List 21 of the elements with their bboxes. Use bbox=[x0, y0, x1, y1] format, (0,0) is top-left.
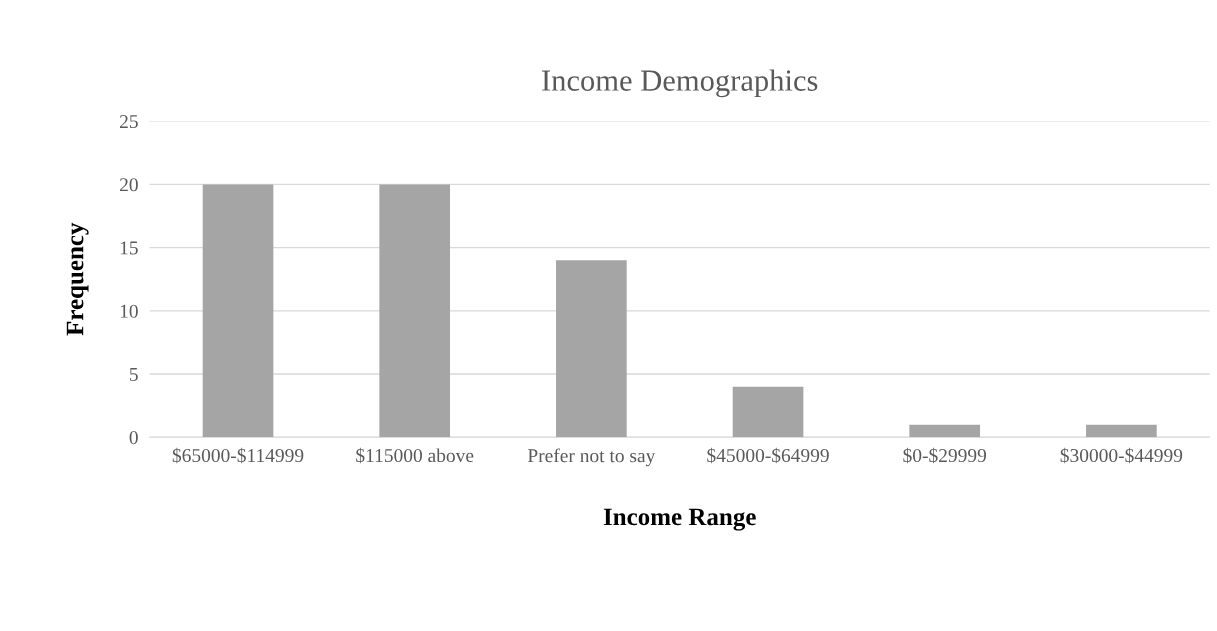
bar bbox=[909, 424, 981, 438]
y-tick-label: 20 bbox=[119, 178, 138, 192]
chart-title: Income Demographics bbox=[542, 69, 818, 98]
bar bbox=[732, 386, 804, 438]
bar bbox=[556, 260, 627, 438]
y-axis-title: Frequency bbox=[66, 222, 89, 336]
y-tick-label: 10 bbox=[120, 304, 138, 318]
y-tick-label: 15 bbox=[120, 241, 138, 255]
y-tick-label: 5 bbox=[129, 368, 138, 381]
x-tick-label: Prefer not to say bbox=[527, 448, 656, 467]
x-tick-label: $65000-$114999 bbox=[172, 447, 304, 464]
x-tick-label: $45000-$64999 bbox=[707, 447, 829, 464]
x-axis-title: Income Range bbox=[603, 508, 756, 531]
y-tick-label: 0 bbox=[129, 431, 138, 445]
y-tick-label: 25 bbox=[119, 115, 138, 129]
bar bbox=[1086, 424, 1157, 438]
x-tick-label: $0-$29999 bbox=[903, 447, 987, 464]
bar bbox=[202, 184, 274, 438]
bar bbox=[379, 184, 451, 438]
x-tick-label: $115000 above bbox=[356, 447, 474, 464]
x-tick-label: $30000-$44999 bbox=[1060, 447, 1183, 464]
